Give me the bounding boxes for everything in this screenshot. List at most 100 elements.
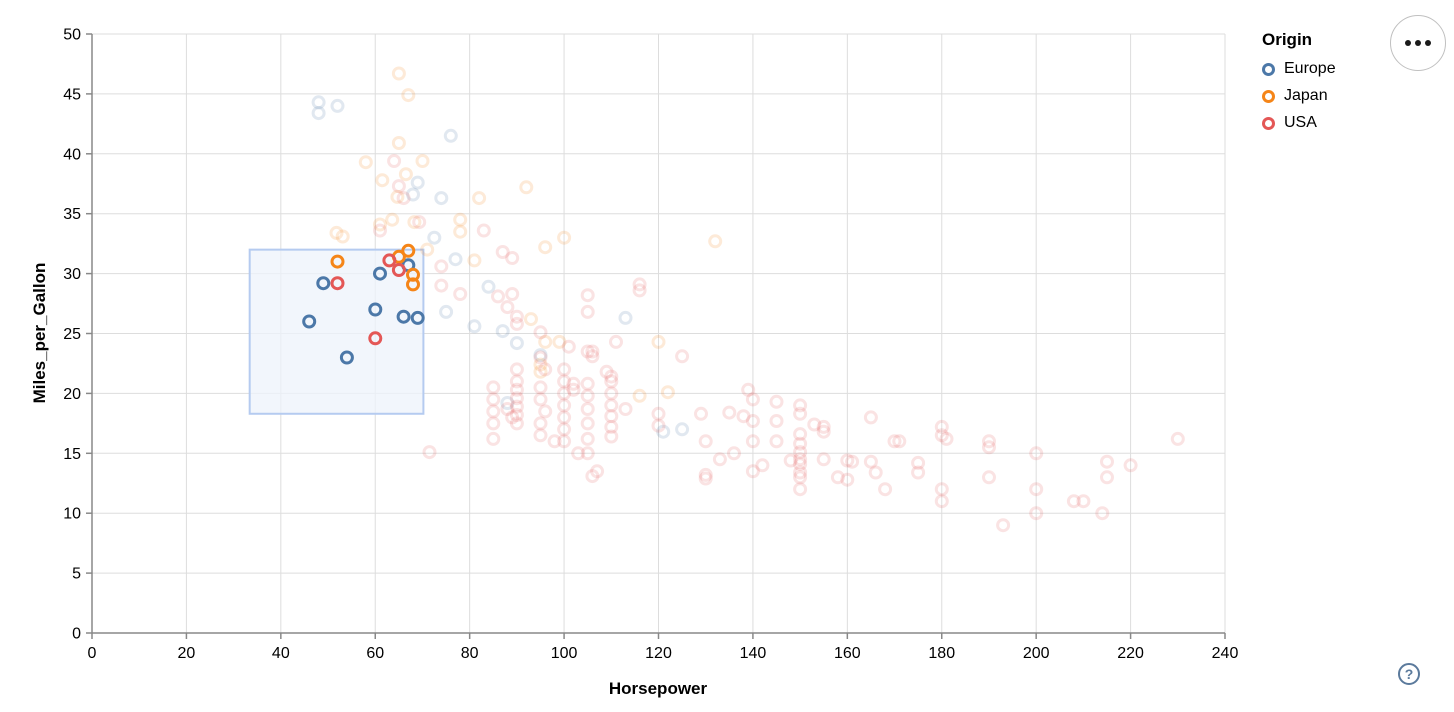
data-point-usa — [505, 251, 520, 265]
data-point-usa — [505, 410, 520, 425]
data-point-usa — [509, 399, 524, 414]
y-tick-label: 40 — [63, 146, 81, 163]
x-tick-label: 240 — [1212, 645, 1239, 662]
data-point-usa — [412, 215, 427, 230]
data-point-usa — [486, 380, 501, 395]
y-tick-label: 35 — [63, 206, 81, 223]
data-point-usa — [651, 406, 666, 421]
data-point-usa — [509, 416, 524, 431]
data-point-usa — [373, 223, 387, 238]
data-point-usa — [491, 289, 505, 304]
data-point-japan — [420, 242, 435, 257]
y-tick-label: 45 — [63, 86, 81, 103]
data-point-usa — [557, 398, 572, 413]
x-tick-label: 120 — [645, 645, 672, 662]
x-tick-label: 220 — [1117, 645, 1144, 662]
data-point-usa — [793, 445, 808, 460]
data-point-japan — [708, 234, 723, 249]
data-point-europe — [427, 230, 442, 245]
data-point-usa — [533, 392, 548, 407]
ellipsis-menu-button[interactable] — [1390, 15, 1446, 71]
data-point-usa — [939, 431, 954, 446]
data-point-usa — [868, 465, 883, 480]
data-point-usa — [557, 374, 572, 389]
data-point-europe — [675, 422, 690, 437]
data-point-usa — [557, 434, 572, 449]
x-axis-title: Horsepower — [609, 679, 708, 698]
legend-item-europe: Europe — [1262, 60, 1392, 78]
data-point-usa — [604, 386, 619, 401]
data-point-europe — [443, 128, 458, 143]
data-point-usa — [509, 374, 524, 389]
legend-symbol-circle — [1262, 62, 1275, 76]
data-point-europe — [467, 319, 482, 334]
data-point-usa — [793, 482, 808, 497]
data-point-japan — [407, 215, 422, 230]
data-point-usa — [982, 440, 996, 455]
data-point-usa — [769, 394, 784, 409]
data-point-usa — [1029, 506, 1044, 521]
data-point-japan — [557, 230, 572, 245]
data-point-europe — [406, 187, 420, 202]
data-point-usa — [816, 419, 831, 434]
data-point-japan — [533, 364, 548, 379]
data-point-usa — [632, 277, 647, 292]
data-point-usa — [557, 386, 572, 401]
data-point-usa — [561, 339, 576, 354]
data-point-usa — [580, 446, 595, 461]
data-point-usa — [580, 416, 595, 431]
data-point-japan — [401, 88, 416, 103]
data-point-usa — [651, 418, 666, 433]
data-point-europe — [434, 191, 449, 206]
y-tick-label: 5 — [72, 566, 81, 583]
data-point-usa — [604, 369, 619, 384]
data-point-usa — [391, 179, 406, 194]
data-point-usa — [422, 445, 437, 460]
data-point-usa — [580, 288, 595, 303]
data-point-usa — [590, 464, 605, 479]
data-point-europe — [656, 424, 671, 439]
data-point-usa — [509, 408, 524, 422]
data-point-usa — [533, 380, 548, 395]
data-point-japan — [385, 212, 400, 227]
data-point-usa — [934, 494, 949, 509]
data-point-usa — [1170, 431, 1185, 446]
data-point-japan — [375, 173, 390, 188]
data-point-japan — [335, 229, 350, 244]
data-point-europe — [618, 310, 633, 325]
data-point-japan — [415, 154, 430, 168]
data-point-usa — [934, 482, 949, 497]
x-tick-label: 100 — [551, 645, 578, 662]
ellipsis-icon — [1405, 40, 1411, 46]
data-point-usa — [1029, 482, 1044, 497]
data-point-usa — [580, 431, 595, 446]
data-point-usa — [793, 470, 808, 485]
data-point-usa — [675, 349, 690, 364]
data-point-europe — [311, 106, 326, 121]
data-point-usa — [580, 304, 595, 319]
data-point-usa — [793, 465, 808, 480]
data-point-usa — [566, 376, 581, 391]
data-point-usa — [580, 376, 595, 391]
help-button[interactable]: ? — [1398, 663, 1420, 685]
data-point-europe — [410, 310, 425, 325]
legend-title: Origin — [1262, 30, 1313, 49]
data-point-usa — [698, 467, 713, 482]
data-point-usa — [863, 410, 878, 425]
data-point-usa — [609, 334, 623, 349]
data-point-japan — [632, 388, 647, 403]
data-point-usa — [547, 434, 562, 449]
data-point-usa — [892, 434, 907, 449]
data-point-usa — [391, 263, 406, 277]
data-point-japan — [467, 253, 482, 268]
data-point-usa — [509, 362, 524, 377]
legend-label: USA — [1284, 114, 1317, 131]
data-point-usa — [783, 453, 798, 468]
question-mark-icon: ? — [1404, 666, 1414, 682]
data-point-europe — [368, 302, 383, 317]
data-point-usa — [934, 419, 949, 434]
x-tick-label: 180 — [928, 645, 955, 662]
data-point-usa — [387, 154, 402, 168]
x-tick-label: 160 — [834, 645, 861, 662]
